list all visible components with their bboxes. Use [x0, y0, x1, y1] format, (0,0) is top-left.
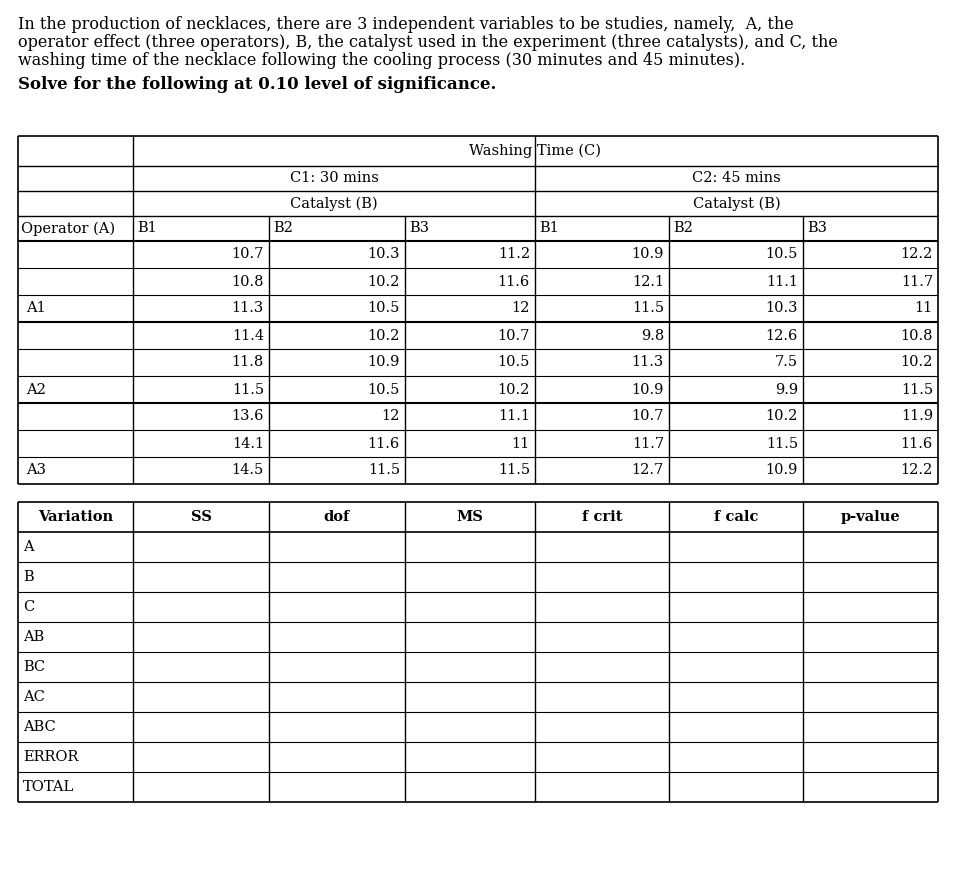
Text: 10.2: 10.2 [766, 410, 798, 424]
Text: A3: A3 [26, 463, 46, 477]
Text: dof: dof [324, 510, 350, 524]
Text: 10.9: 10.9 [632, 247, 664, 261]
Text: 10.5: 10.5 [368, 302, 400, 316]
Text: 11.6: 11.6 [368, 436, 400, 450]
Text: 10.8: 10.8 [901, 329, 933, 343]
Text: B2: B2 [673, 221, 693, 235]
Text: B3: B3 [409, 221, 429, 235]
Text: 10.7: 10.7 [231, 247, 264, 261]
Text: 9.8: 9.8 [641, 329, 664, 343]
Text: 12.6: 12.6 [766, 329, 798, 343]
Text: 11.5: 11.5 [901, 383, 933, 397]
Text: B1: B1 [137, 221, 157, 235]
Text: 10.5: 10.5 [766, 247, 798, 261]
Text: 11.1: 11.1 [766, 274, 798, 288]
Text: 10.8: 10.8 [231, 274, 264, 288]
Text: 10.9: 10.9 [766, 463, 798, 477]
Text: 7.5: 7.5 [775, 356, 798, 370]
Text: 10.3: 10.3 [367, 247, 400, 261]
Text: 12: 12 [381, 410, 400, 424]
Text: 11.8: 11.8 [231, 356, 264, 370]
Text: Operator (A): Operator (A) [21, 221, 115, 236]
Text: B3: B3 [807, 221, 827, 235]
Text: C2: 45 mins: C2: 45 mins [692, 171, 781, 185]
Text: In the production of necklaces, there are 3 independent variables to be studies,: In the production of necklaces, there ar… [18, 16, 793, 33]
Text: BC: BC [23, 660, 45, 674]
Text: 10.9: 10.9 [632, 383, 664, 397]
Text: 10.7: 10.7 [632, 410, 664, 424]
Text: 11.5: 11.5 [368, 463, 400, 477]
Text: 11.4: 11.4 [232, 329, 264, 343]
Text: 11.6: 11.6 [901, 436, 933, 450]
Text: 12.7: 12.7 [632, 463, 664, 477]
Text: B2: B2 [273, 221, 293, 235]
Text: 12.2: 12.2 [901, 247, 933, 261]
Text: 12.1: 12.1 [632, 274, 664, 288]
Text: SS: SS [190, 510, 211, 524]
Text: 10.2: 10.2 [368, 329, 400, 343]
Text: 11.9: 11.9 [901, 410, 933, 424]
Text: 11.5: 11.5 [498, 463, 530, 477]
Text: ABC: ABC [23, 720, 55, 734]
Text: AB: AB [23, 630, 44, 644]
Text: 10.3: 10.3 [766, 302, 798, 316]
Text: Solve for the following at 0.10 level of significance.: Solve for the following at 0.10 level of… [18, 76, 496, 93]
Text: 10.2: 10.2 [368, 274, 400, 288]
Text: 10.9: 10.9 [368, 356, 400, 370]
Text: Variation: Variation [38, 510, 113, 524]
Text: C: C [23, 600, 34, 614]
Text: AC: AC [23, 690, 45, 704]
Text: TOTAL: TOTAL [23, 780, 75, 794]
Text: 12: 12 [511, 302, 530, 316]
Text: 10.5: 10.5 [498, 356, 530, 370]
Text: 10.7: 10.7 [498, 329, 530, 343]
Text: C1: 30 mins: C1: 30 mins [290, 171, 379, 185]
Text: 10.2: 10.2 [901, 356, 933, 370]
Text: Catalyst (B): Catalyst (B) [291, 197, 378, 211]
Text: ERROR: ERROR [23, 750, 78, 764]
Text: f calc: f calc [714, 510, 758, 524]
Text: 11.2: 11.2 [498, 247, 530, 261]
Text: 11.5: 11.5 [766, 436, 798, 450]
Text: 11.1: 11.1 [498, 410, 530, 424]
Text: 14.5: 14.5 [231, 463, 264, 477]
Text: 11.6: 11.6 [498, 274, 530, 288]
Text: 11.5: 11.5 [632, 302, 664, 316]
Text: washing time of the necklace following the cooling process (30 minutes and 45 mi: washing time of the necklace following t… [18, 52, 746, 69]
Text: A: A [23, 540, 33, 554]
Text: 13.6: 13.6 [231, 410, 264, 424]
Text: 10.2: 10.2 [498, 383, 530, 397]
Text: 11: 11 [915, 302, 933, 316]
Text: 14.1: 14.1 [232, 436, 264, 450]
Text: A2: A2 [26, 383, 46, 397]
Text: 9.9: 9.9 [775, 383, 798, 397]
Text: 11.7: 11.7 [632, 436, 664, 450]
Text: f crit: f crit [582, 510, 622, 524]
Text: Catalyst (B): Catalyst (B) [693, 197, 780, 211]
Text: 11.3: 11.3 [632, 356, 664, 370]
Text: A1: A1 [26, 302, 46, 316]
Text: 10.5: 10.5 [368, 383, 400, 397]
Text: operator effect (three operators), B, the catalyst used in the experiment (three: operator effect (three operators), B, th… [18, 34, 837, 51]
Text: 12.2: 12.2 [901, 463, 933, 477]
Text: Washing Time (C): Washing Time (C) [469, 144, 601, 158]
Text: 11.3: 11.3 [231, 302, 264, 316]
Text: 11: 11 [511, 436, 530, 450]
Text: 11.7: 11.7 [901, 274, 933, 288]
Text: B: B [23, 570, 33, 584]
Text: MS: MS [457, 510, 484, 524]
Text: B1: B1 [539, 221, 558, 235]
Text: 11.5: 11.5 [232, 383, 264, 397]
Text: p-value: p-value [840, 510, 901, 524]
